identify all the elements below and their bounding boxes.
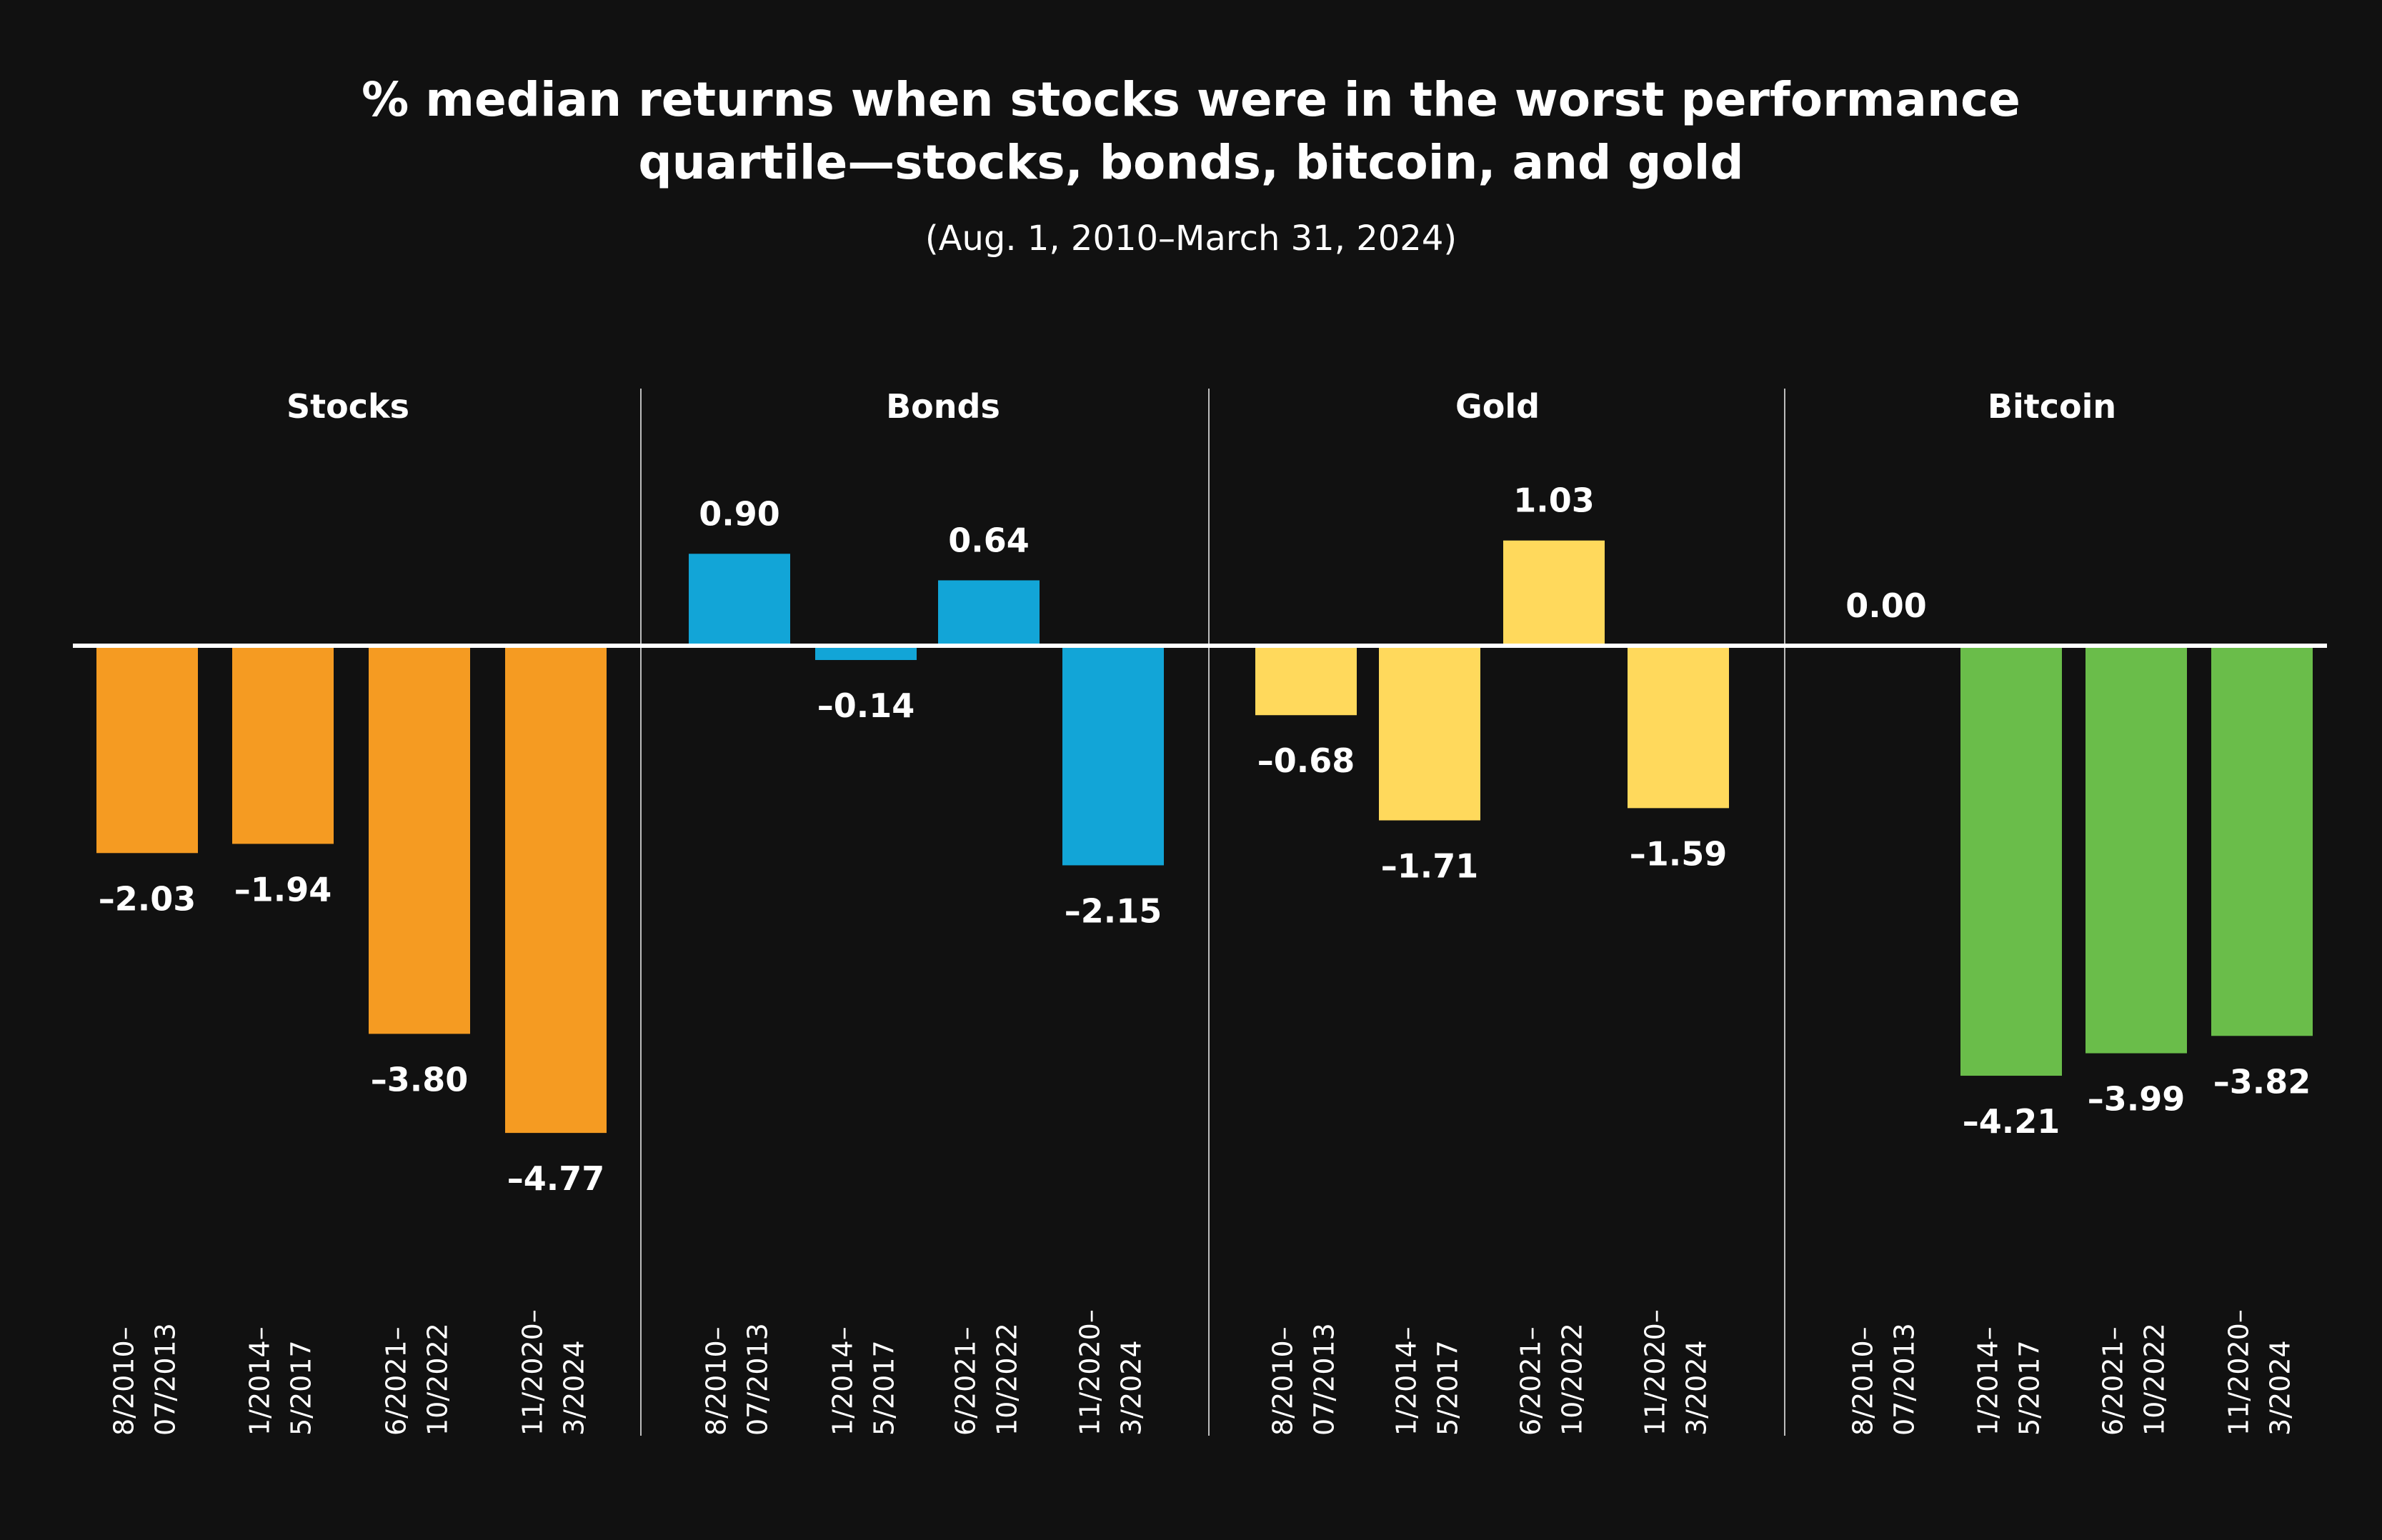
bar-bonds-4 (1062, 646, 1164, 866)
tick-label: 6/2021– (1515, 1326, 1547, 1436)
tick-label: 3/2024 (2265, 1340, 2296, 1436)
panel-title-bonds: Bonds (886, 387, 1000, 426)
tick-label: 8/2010– (1848, 1326, 1879, 1436)
data-label: –0.68 (1257, 741, 1355, 780)
tick-label: 10/2022 (422, 1323, 454, 1436)
bar-bonds-2 (815, 646, 917, 661)
data-label: –1.59 (1630, 834, 1728, 873)
tick-label: 07/2013 (1309, 1323, 1340, 1436)
tick-label: 11/2020– (1075, 1309, 1106, 1436)
bar-gold-2 (1379, 646, 1480, 821)
panel-title-stocks: Stocks (286, 387, 409, 426)
tick-label: 3/2024 (559, 1340, 590, 1436)
data-label: –2.15 (1065, 891, 1162, 930)
tick-label: 11/2020– (2223, 1309, 2255, 1436)
tick-label: 5/2017 (1432, 1340, 1464, 1436)
tick-label: 1/2014– (827, 1326, 859, 1436)
bar-bitcoin-4 (2211, 646, 2313, 1036)
tick-label: 10/2022 (2139, 1323, 2171, 1436)
data-label: –2.03 (99, 879, 196, 918)
chart-subtitle: (Aug. 1, 2010–March 31, 2024) (925, 219, 1457, 259)
tick-label: 10/2022 (992, 1323, 1023, 1436)
data-label: –4.77 (507, 1159, 605, 1198)
bar-stocks-1 (96, 646, 198, 854)
data-label: –1.94 (234, 870, 332, 909)
tick-label: 1/2014– (244, 1326, 276, 1436)
tick-label: 07/2013 (1889, 1323, 1920, 1436)
bar-bonds-3 (938, 580, 1040, 646)
data-label: 0.00 (1845, 586, 1927, 625)
data-label: –3.82 (2213, 1062, 2311, 1101)
tick-label: 6/2021– (381, 1326, 412, 1436)
data-label: –1.71 (1381, 847, 1479, 886)
data-label: 1.03 (1513, 481, 1595, 520)
tick-label: 6/2021– (950, 1326, 982, 1436)
bar-bitcoin-2 (1960, 646, 2062, 1076)
tick-label: 07/2013 (742, 1323, 774, 1436)
tick-label: 8/2010– (109, 1326, 140, 1436)
data-label: –4.21 (1963, 1102, 2060, 1141)
bar-gold-3 (1503, 540, 1605, 646)
bar-gold-1 (1255, 646, 1357, 716)
bar-stocks-3 (369, 646, 470, 1034)
tick-label: 5/2017 (869, 1340, 900, 1436)
chart-title-line-2: quartile—stocks, bonds, bitcoin, and gol… (638, 135, 1743, 190)
tick-label: 3/2024 (1116, 1340, 1147, 1436)
tick-label: 5/2017 (2014, 1340, 2045, 1436)
tick-label: 8/2010– (1267, 1326, 1299, 1436)
tick-label: 1/2014– (1391, 1326, 1422, 1436)
tick-label: 11/2020– (1640, 1309, 1671, 1436)
tick-label: 11/2020– (517, 1309, 549, 1436)
tick-label: 07/2013 (150, 1323, 181, 1436)
bar-stocks-4 (505, 646, 607, 1134)
bar-bitcoin-3 (2086, 646, 2187, 1054)
tick-label: 6/2021– (2098, 1326, 2129, 1436)
bar-bonds-1 (689, 554, 790, 646)
data-label: –3.80 (371, 1060, 469, 1099)
tick-label: 1/2014– (1973, 1326, 2004, 1436)
chart-title-line-1: % median returns when stocks were in the… (362, 72, 2020, 127)
panel-title-bitcoin: Bitcoin (1988, 387, 2116, 426)
tick-label: 3/2024 (1681, 1340, 1713, 1436)
data-label: 0.64 (948, 521, 1030, 559)
data-label: –3.99 (2088, 1080, 2186, 1119)
panel-title-gold: Gold (1455, 387, 1540, 426)
tick-label: 10/2022 (1557, 1323, 1588, 1436)
data-label: –0.14 (817, 686, 915, 725)
bar-gold-4 (1628, 646, 1729, 809)
tick-label: 5/2017 (286, 1340, 317, 1436)
tick-label: 8/2010– (701, 1326, 732, 1436)
plot-area: Stocks –2.03 8/2010– 07/2013 –1.94 1/2014– 5/2… (73, 387, 2327, 1436)
bar-stocks-2 (232, 646, 334, 844)
data-label: 0.90 (699, 494, 780, 533)
